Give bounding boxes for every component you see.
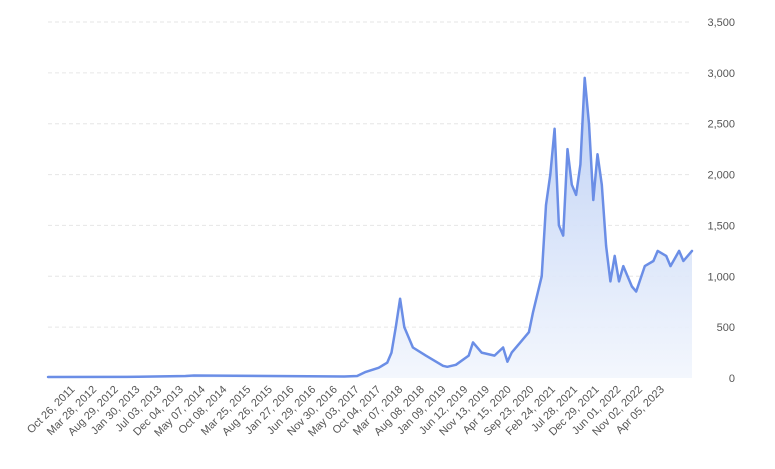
data-point bbox=[407, 336, 410, 339]
data-point bbox=[652, 260, 655, 262]
data-point bbox=[596, 153, 599, 155]
data-point bbox=[184, 375, 187, 377]
y-tick-label: 0 bbox=[729, 373, 735, 385]
y-tick-label: 3,500 bbox=[707, 17, 735, 29]
data-point bbox=[592, 199, 595, 201]
data-point bbox=[442, 365, 444, 367]
data-point bbox=[193, 374, 195, 377]
data-point bbox=[343, 375, 346, 378]
data-point bbox=[601, 183, 603, 186]
y-tick-label: 2,000 bbox=[707, 170, 735, 182]
data-point bbox=[622, 265, 625, 267]
data-point bbox=[399, 297, 401, 300]
data-point bbox=[575, 194, 577, 196]
data-point bbox=[425, 354, 427, 357]
data-point bbox=[412, 346, 414, 349]
data-point bbox=[510, 351, 513, 354]
data-point bbox=[137, 376, 139, 378]
data-point bbox=[566, 148, 569, 150]
y-axis: 0 500 1,000 1,500 2,000 2,500 3,000 3,500 bbox=[707, 17, 735, 385]
data-point bbox=[480, 351, 483, 354]
data-point bbox=[502, 346, 504, 349]
data-point bbox=[532, 311, 534, 313]
data-point bbox=[472, 341, 474, 344]
data-point bbox=[549, 173, 552, 176]
data-point bbox=[386, 361, 389, 364]
data-point bbox=[545, 204, 547, 206]
data-point bbox=[571, 183, 573, 186]
data-point bbox=[682, 260, 685, 262]
y-tick-label: 2,500 bbox=[707, 119, 735, 131]
data-point bbox=[364, 371, 367, 373]
data-point bbox=[678, 250, 680, 252]
data-point bbox=[47, 376, 49, 378]
y-tick-label: 1,500 bbox=[707, 220, 735, 232]
y-tick-label: 500 bbox=[717, 322, 735, 334]
data-point bbox=[562, 234, 564, 237]
data-point bbox=[656, 250, 659, 252]
data-point bbox=[669, 265, 672, 267]
series-area bbox=[48, 77, 692, 379]
data-point bbox=[644, 265, 646, 267]
data-point bbox=[528, 331, 530, 334]
data-point bbox=[588, 122, 590, 125]
data-point bbox=[455, 364, 457, 366]
data-point bbox=[467, 354, 470, 357]
data-point bbox=[558, 224, 560, 227]
line-layer bbox=[46, 76, 694, 379]
area-layer bbox=[48, 77, 692, 379]
y-tick-label: 3,000 bbox=[707, 68, 735, 80]
data-point bbox=[506, 360, 509, 363]
data-point bbox=[540, 275, 543, 278]
data-point bbox=[579, 163, 582, 166]
data-point bbox=[635, 290, 637, 293]
data-point bbox=[618, 280, 620, 283]
data-point bbox=[356, 375, 358, 377]
y-tick-label: 1,000 bbox=[707, 271, 735, 283]
data-point bbox=[377, 367, 380, 369]
data-point bbox=[446, 366, 449, 368]
data-point bbox=[493, 354, 496, 357]
data-point bbox=[390, 351, 393, 354]
data-point bbox=[605, 245, 607, 247]
data-point bbox=[665, 255, 667, 257]
data-point bbox=[613, 255, 616, 257]
data-point bbox=[691, 250, 693, 252]
data-point bbox=[609, 280, 612, 283]
data-point bbox=[395, 326, 397, 328]
data-point bbox=[583, 77, 586, 79]
grid-layer bbox=[48, 21, 692, 328]
data-point bbox=[403, 326, 406, 328]
data-point bbox=[553, 128, 556, 130]
data-point bbox=[631, 285, 633, 288]
data-point bbox=[519, 341, 522, 344]
